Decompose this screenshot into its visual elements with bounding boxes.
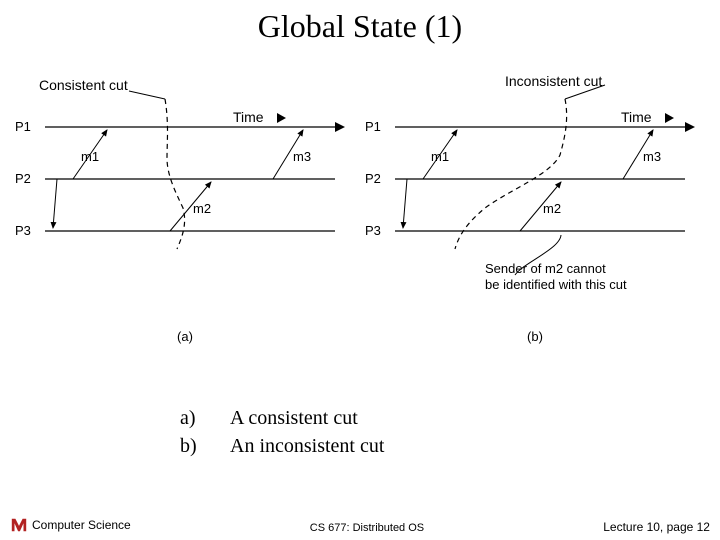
sub-label-a: (a) [15,329,355,344]
m2-label-b: m2 [543,201,561,216]
p1-label-a: P1 [15,119,31,134]
answer-b: b) An inconsistent cut [180,432,720,460]
sub-label-b: (b) [365,329,705,344]
time-arrow-icon [277,113,286,123]
footer-right: Lecture 10, page 12 [603,520,710,534]
panel-b: Inconsistent cut Time P1 P2 P3 m1 m3 m2 [365,63,705,344]
m2-label-a: m2 [193,201,211,216]
panel-a: Consistent cut Time P1 P2 P3 m1 m3 m2 [15,63,355,344]
footer-left-text: Computer Science [32,518,131,532]
m1-label-a: m1 [81,149,99,164]
cut-title-b: Inconsistent cut [505,73,602,89]
cut-title-a: Consistent cut [39,77,128,93]
slide-title: Global State (1) [0,0,720,45]
time-label-a: Time [233,109,264,125]
footer-center: CS 677: Distributed OS [310,522,424,534]
answer-a-key: a) [180,404,230,432]
panel-a-canvas: Consistent cut Time P1 P2 P3 m1 m3 m2 [15,63,355,323]
time-label-b: Time [621,109,652,125]
m1-label-b: m1 [431,149,449,164]
time-arrow-icon [665,113,674,123]
m3-label-a: m3 [293,149,311,164]
p3-label-b: P3 [365,223,381,238]
answer-a: a) A consistent cut [180,404,720,432]
footer-left: Computer Science [10,516,131,534]
m3-label-b: m3 [643,149,661,164]
p2-label-b: P2 [365,171,381,186]
umass-logo-icon [10,516,28,534]
answer-b-key: b) [180,432,230,460]
answer-list: a) A consistent cut b) An inconsistent c… [0,404,720,460]
diagram-area: Consistent cut Time P1 P2 P3 m1 m3 m2 [0,63,720,344]
p2-label-a: P2 [15,171,31,186]
p1-label-b: P1 [365,119,381,134]
answer-b-text: An inconsistent cut [230,432,384,460]
note-b: Sender of m2 cannot be identified with t… [485,261,627,294]
p3-label-a: P3 [15,223,31,238]
answer-a-text: A consistent cut [230,404,358,432]
panel-b-canvas: Inconsistent cut Time P1 P2 P3 m1 m3 m2 [365,63,705,323]
footer: Computer Science CS 677: Distributed OS … [0,516,720,534]
